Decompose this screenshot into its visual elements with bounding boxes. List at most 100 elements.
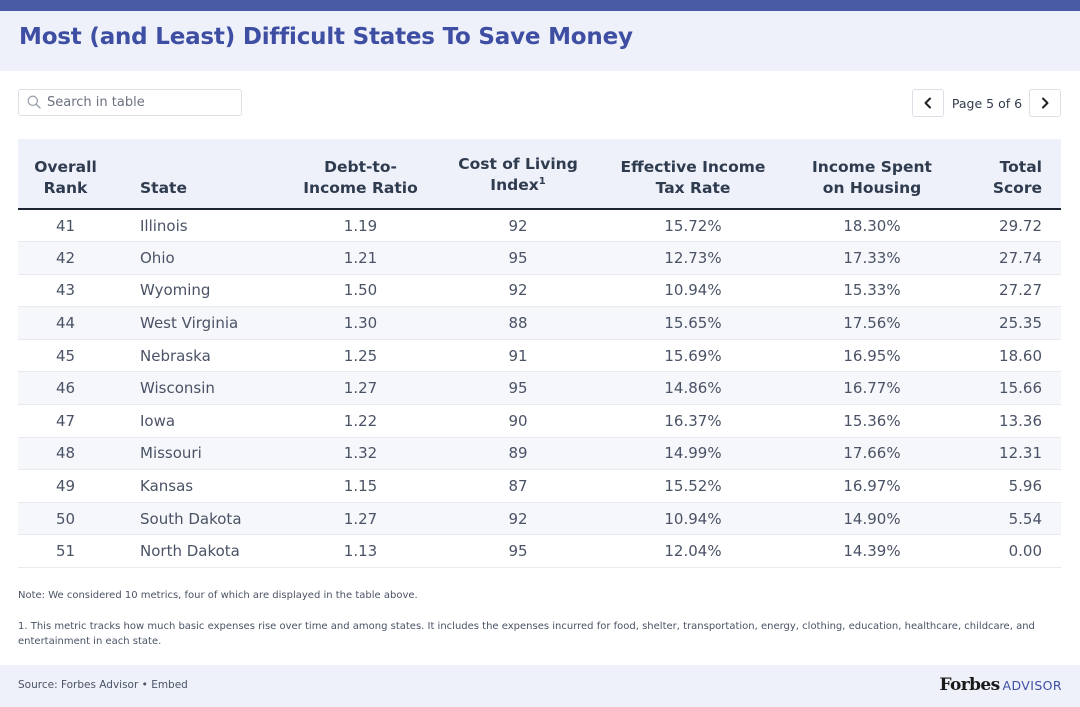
cell-income-on-housing: 17.33% bbox=[783, 241, 961, 275]
cell-income-on-housing: 15.36% bbox=[783, 404, 961, 438]
cell-tax-rate: 10.94% bbox=[603, 502, 783, 536]
search-input[interactable] bbox=[47, 90, 237, 115]
cell-debt-to-income: 1.27 bbox=[288, 502, 433, 536]
search-icon bbox=[27, 95, 41, 109]
source-link[interactable]: Forbes Advisor bbox=[60, 679, 139, 691]
cell-tax-rate: 15.69% bbox=[603, 339, 783, 373]
cell-cost-of-living: 95 bbox=[433, 534, 603, 569]
cell-rank: 48 bbox=[18, 437, 113, 471]
cell-rank: 51 bbox=[18, 534, 113, 569]
header-total-line1: Total bbox=[999, 158, 1042, 176]
states-table-container: Overall Rank State Debt-to- Income Ratio… bbox=[18, 139, 1061, 569]
table-row: 49 Kansas 1.15 87 15.52% 16.97% 5.96 bbox=[18, 469, 1061, 503]
cell-debt-to-income: 1.50 bbox=[288, 274, 433, 308]
cell-cost-of-living: 92 bbox=[433, 502, 603, 536]
table-row: 51 North Dakota 1.13 95 12.04% 14.39% 0.00 bbox=[18, 534, 1061, 569]
prev-page-button[interactable] bbox=[912, 89, 944, 117]
header-housing-line2: on Housing bbox=[822, 179, 922, 197]
cell-debt-to-income: 1.30 bbox=[288, 306, 433, 340]
logo-advisor-wordmark: ADVISOR bbox=[1002, 678, 1062, 693]
header-debt-line1: Debt-to- bbox=[324, 158, 397, 176]
table-row: 41 Illinois 1.19 92 15.72% 18.30% 29.72 bbox=[18, 209, 1061, 243]
search-box[interactable] bbox=[18, 89, 242, 116]
header-col-line2: Index bbox=[490, 176, 539, 194]
cell-total-score: 12.31 bbox=[961, 437, 1061, 471]
logo-forbes-wordmark: Forbes bbox=[939, 675, 1000, 695]
forbes-advisor-logo[interactable]: Forbes ADVISOR bbox=[939, 675, 1062, 695]
cell-cost-of-living: 87 bbox=[433, 469, 603, 503]
cell-total-score: 18.60 bbox=[961, 339, 1061, 373]
cell-debt-to-income: 1.25 bbox=[288, 339, 433, 373]
cell-income-on-housing: 14.90% bbox=[783, 502, 961, 536]
table-note: Note: We considered 10 metrics, four of … bbox=[18, 590, 418, 601]
page-indicator: Page 5 of 6 bbox=[951, 96, 1023, 111]
table-row: 46 Wisconsin 1.27 95 14.86% 16.77% 15.66 bbox=[18, 371, 1061, 406]
header-income-on-housing[interactable]: Income Spent on Housing bbox=[783, 139, 961, 210]
cell-state: Nebraska bbox=[113, 339, 288, 373]
cell-rank: 45 bbox=[18, 339, 113, 373]
cell-tax-rate: 15.72% bbox=[603, 209, 783, 243]
footnote-marker: 1 bbox=[538, 175, 546, 187]
cell-income-on-housing: 18.30% bbox=[783, 209, 961, 243]
table-header-row: Overall Rank State Debt-to- Income Ratio… bbox=[18, 139, 1061, 210]
table-row: 43 Wyoming 1.50 92 10.94% 15.33% 27.27 bbox=[18, 274, 1061, 308]
header-state[interactable]: State bbox=[113, 139, 288, 210]
cell-tax-rate: 15.65% bbox=[603, 306, 783, 340]
cell-total-score: 13.36 bbox=[961, 404, 1061, 438]
cell-tax-rate: 10.94% bbox=[603, 274, 783, 308]
next-page-button[interactable] bbox=[1029, 89, 1061, 117]
table-row: 47 Iowa 1.22 90 16.37% 15.36% 13.36 bbox=[18, 404, 1061, 438]
cell-rank: 44 bbox=[18, 306, 113, 340]
header-total-line2: Score bbox=[992, 179, 1042, 197]
cell-rank: 43 bbox=[18, 274, 113, 308]
footer: Source: Forbes Advisor • Embed Forbes ADV… bbox=[0, 665, 1080, 707]
cell-state: Missouri bbox=[113, 437, 288, 471]
header-effective-tax-rate[interactable]: Effective Income Tax Rate bbox=[603, 139, 783, 210]
chevron-left-icon bbox=[924, 97, 931, 109]
header-debt-line2: Income Ratio bbox=[303, 179, 418, 197]
cell-income-on-housing: 16.77% bbox=[783, 371, 961, 406]
header-tax-line2: Tax Rate bbox=[655, 179, 731, 197]
cell-cost-of-living: 91 bbox=[433, 339, 603, 373]
cell-income-on-housing: 15.33% bbox=[783, 274, 961, 308]
header-cost-of-living[interactable]: Cost of Living Index1 bbox=[433, 139, 603, 210]
cell-income-on-housing: 14.39% bbox=[783, 534, 961, 569]
cell-income-on-housing: 17.56% bbox=[783, 306, 961, 340]
cell-state: Ohio bbox=[113, 241, 288, 275]
cell-state: South Dakota bbox=[113, 502, 288, 536]
cell-rank: 46 bbox=[18, 371, 113, 406]
cell-rank: 50 bbox=[18, 502, 113, 536]
table-row: 44 West Virginia 1.30 88 15.65% 17.56% 25.35 bbox=[18, 306, 1061, 340]
top-accent-bar bbox=[0, 0, 1080, 11]
cell-cost-of-living: 95 bbox=[433, 241, 603, 275]
cell-tax-rate: 16.37% bbox=[603, 404, 783, 438]
cell-total-score: 0.00 bbox=[961, 534, 1061, 569]
source-prefix: Source: bbox=[18, 679, 61, 691]
header-overall-rank[interactable]: Overall Rank bbox=[18, 139, 113, 210]
header-total-score[interactable]: Total Score bbox=[961, 139, 1061, 210]
cell-cost-of-living: 90 bbox=[433, 404, 603, 438]
cell-rank: 42 bbox=[18, 241, 113, 275]
cell-rank: 49 bbox=[18, 469, 113, 503]
cell-debt-to-income: 1.32 bbox=[288, 437, 433, 471]
chevron-right-icon bbox=[1042, 97, 1049, 109]
cell-total-score: 27.74 bbox=[961, 241, 1061, 275]
embed-link[interactable]: Embed bbox=[151, 679, 188, 691]
cell-state: Wisconsin bbox=[113, 371, 288, 406]
cell-total-score: 5.96 bbox=[961, 469, 1061, 503]
page-title: Most (and Least) Difficult States To Sav… bbox=[19, 24, 633, 50]
header: Most (and Least) Difficult States To Sav… bbox=[0, 11, 1080, 71]
header-debt-to-income[interactable]: Debt-to- Income Ratio bbox=[288, 139, 433, 210]
header-rank-line2: Rank bbox=[43, 179, 88, 197]
cell-debt-to-income: 1.13 bbox=[288, 534, 433, 569]
header-state-label: State bbox=[140, 179, 187, 197]
cell-income-on-housing: 16.95% bbox=[783, 339, 961, 373]
cell-state: Wyoming bbox=[113, 274, 288, 308]
source-line: Source: Forbes Advisor • Embed bbox=[18, 679, 188, 691]
header-housing-line1: Income Spent bbox=[812, 158, 932, 176]
source-separator: • bbox=[138, 679, 152, 691]
cell-debt-to-income: 1.15 bbox=[288, 469, 433, 503]
table-row: 42 Ohio 1.21 95 12.73% 17.33% 27.74 bbox=[18, 241, 1061, 275]
table-row: 45 Nebraska 1.25 91 15.69% 16.95% 18.60 bbox=[18, 339, 1061, 373]
cell-total-score: 15.66 bbox=[961, 371, 1061, 406]
